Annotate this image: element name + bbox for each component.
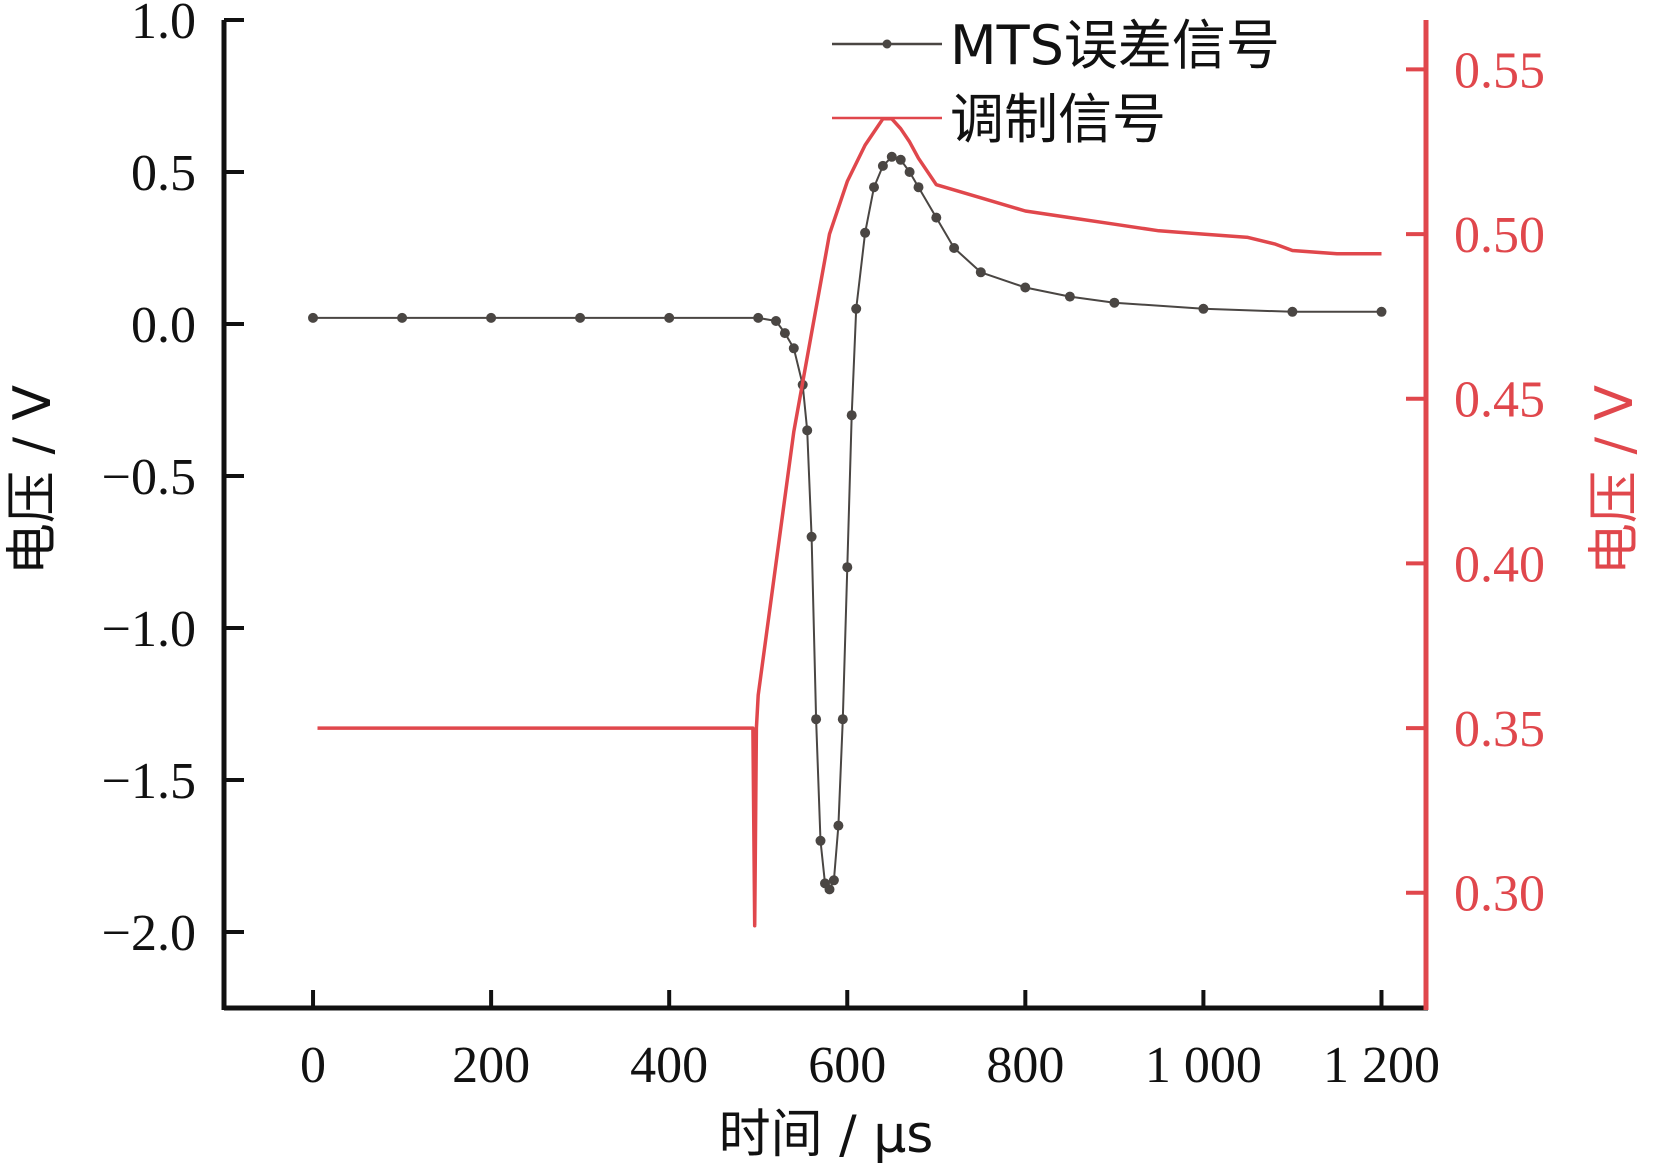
series-point-error xyxy=(397,312,408,323)
right-y-tick-label: 0.55 xyxy=(1454,42,1545,99)
series-point-error xyxy=(824,884,835,895)
legend-label-error: MTS误差信号 xyxy=(950,14,1280,77)
series-point-error xyxy=(1020,282,1031,293)
right-y-tick-label: 0.30 xyxy=(1454,866,1545,923)
series-point-error xyxy=(895,154,906,165)
series-point-error xyxy=(886,151,897,162)
left-y-tick-label: 1.0 xyxy=(131,0,196,50)
series-point-error xyxy=(753,312,764,323)
series-point-error xyxy=(308,312,318,323)
left-y-tick-label: 0.5 xyxy=(131,145,196,202)
series-point-error xyxy=(779,328,790,339)
right-y-axis-title: 电压 / V xyxy=(1585,384,1645,575)
series-point-error xyxy=(771,316,781,326)
series-point-error xyxy=(931,212,942,223)
series-point-error xyxy=(851,303,862,314)
x-tick-label: 1 200 xyxy=(1323,1037,1440,1094)
series-point-error xyxy=(833,820,844,831)
series-point-error xyxy=(486,312,497,323)
plot-series xyxy=(308,117,1387,928)
series-point-error xyxy=(975,267,986,278)
series-point-error xyxy=(1109,297,1120,308)
right-y-tick-label: 0.50 xyxy=(1454,207,1545,264)
right-y-axis-ticks: 0.55 0.50 0.45 0.40 0.35 0.30 xyxy=(1406,42,1545,923)
series-point-error xyxy=(788,343,799,354)
left-y-tick-label: −1.0 xyxy=(102,601,196,658)
left-y-tick-label: 0.0 xyxy=(131,297,196,354)
series-point-error xyxy=(815,835,826,846)
legend: MTS误差信号 调制信号 xyxy=(832,14,1280,151)
series-point-error xyxy=(575,312,586,323)
x-axis-ticks: 0 200 400 600 800 1 000 1 200 xyxy=(300,990,1440,1094)
series-point-error xyxy=(806,531,817,542)
series-point-error xyxy=(877,160,888,171)
series-point-error xyxy=(846,410,857,421)
right-y-tick-label: 0.35 xyxy=(1454,701,1545,758)
x-tick-label: 400 xyxy=(630,1037,708,1094)
x-tick-label: 800 xyxy=(986,1037,1064,1094)
series-point-error xyxy=(811,714,822,725)
series-point-error xyxy=(1198,303,1209,314)
x-tick-label: 600 xyxy=(808,1037,886,1094)
series-point-error xyxy=(802,425,813,436)
x-tick-label: 0 xyxy=(300,1037,326,1094)
series-point-error xyxy=(1287,306,1298,317)
series-point-error xyxy=(664,312,675,323)
legend-marker-error xyxy=(882,39,892,49)
series-point-error xyxy=(828,875,839,886)
x-tick-label: 1 000 xyxy=(1145,1037,1262,1094)
left-y-tick-label: −2.0 xyxy=(102,905,196,962)
series-point-error xyxy=(913,182,924,193)
series-point-error xyxy=(842,562,853,573)
series-point-error xyxy=(949,243,960,253)
left-y-axis-title: 电压 / V xyxy=(3,384,63,575)
series-point-error xyxy=(837,714,848,725)
series-point-error xyxy=(860,227,871,238)
legend-label-modulation: 调制信号 xyxy=(950,88,1166,151)
series-point-error xyxy=(1376,306,1387,317)
series-point-error xyxy=(869,182,879,193)
x-axis-title: 时间 / μs xyxy=(719,1105,934,1165)
series-line-error xyxy=(313,155,1382,891)
left-y-axis-ticks: 1.0 0.5 0.0 −0.5 −1.0 −1.5 −2.0 xyxy=(102,0,244,962)
right-y-tick-label: 0.45 xyxy=(1454,372,1545,429)
left-y-tick-label: −0.5 xyxy=(102,449,196,506)
left-y-tick-label: −1.5 xyxy=(102,753,196,810)
series-point-error xyxy=(1064,291,1075,302)
series-point-error xyxy=(904,167,915,177)
right-y-tick-label: 0.40 xyxy=(1454,536,1545,593)
x-tick-label: 200 xyxy=(452,1037,530,1094)
